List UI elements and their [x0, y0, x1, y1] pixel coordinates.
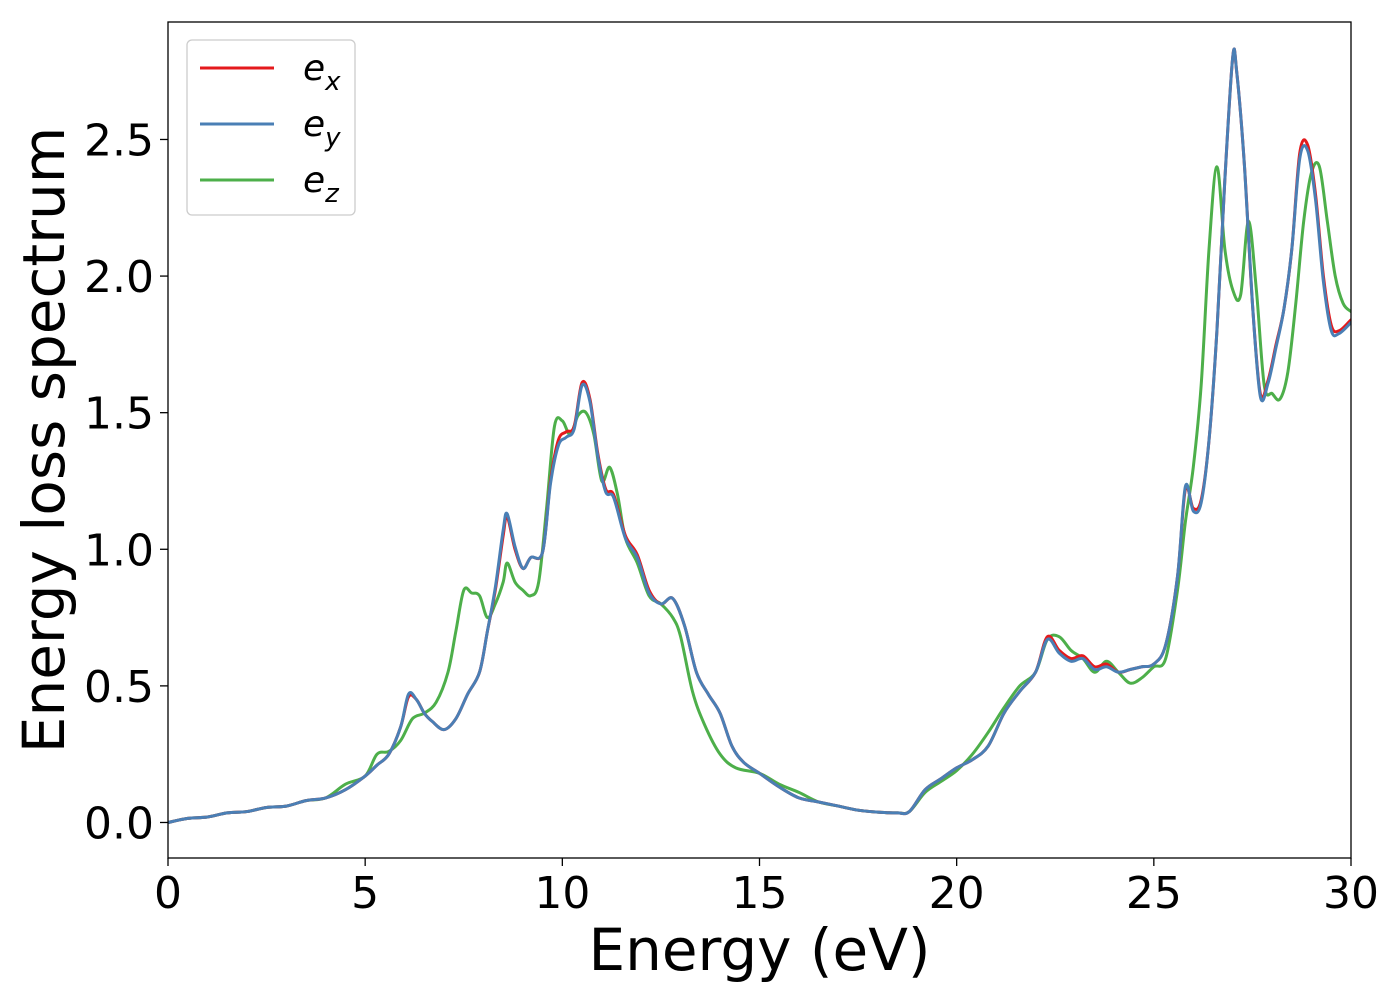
x-tick-label: 15: [732, 868, 788, 919]
legend-label-subscript: y: [324, 123, 341, 153]
y-tick-label: 2.5: [84, 115, 154, 166]
legend-label-base: e: [303, 48, 325, 89]
x-tick-label: 0: [154, 868, 182, 919]
legend-label-base: e: [303, 160, 325, 201]
x-tick-label: 20: [929, 868, 985, 919]
y-axis: 0.0 0.5 1.0 1.5 2.0 2.5: [84, 115, 168, 849]
x-axis: 0 5 10 15 20 25 30: [154, 858, 1379, 919]
y-tick-label: 0.5: [84, 662, 154, 713]
series-line-e-y: [168, 47, 1351, 824]
legend-label: ey: [303, 104, 341, 153]
y-tick-label: 2.0: [84, 252, 154, 303]
x-tick-label: 30: [1323, 868, 1379, 919]
y-axis-label: Energy loss spectrum: [10, 127, 78, 753]
legend-label-base: e: [303, 104, 325, 145]
x-tick-label: 5: [351, 868, 379, 919]
y-tick-label: 1.0: [84, 525, 154, 576]
y-tick-label: 0.0: [84, 798, 154, 849]
x-axis-label: Energy (eV): [588, 916, 930, 984]
x-tick-label: 25: [1126, 868, 1182, 919]
legend-label: ex: [303, 48, 341, 97]
legend-label-subscript: z: [324, 179, 340, 209]
y-tick-label: 1.5: [84, 389, 154, 440]
series-layer: [168, 47, 1351, 824]
legend-label-subscript: x: [324, 67, 341, 97]
legend-box: [186, 39, 356, 216]
legend-label: ez: [303, 160, 340, 209]
x-tick-label: 10: [534, 868, 590, 919]
